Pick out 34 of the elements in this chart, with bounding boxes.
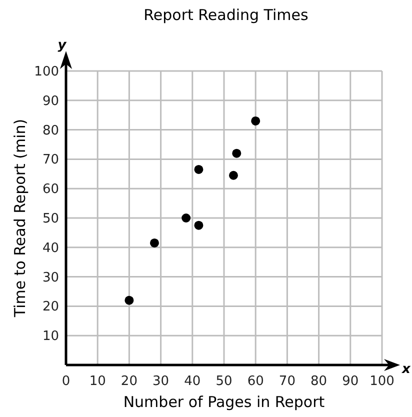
y-tick-label: 90 <box>42 94 59 109</box>
x-tick-label: 70 <box>278 374 296 389</box>
x-tick-label: 10 <box>89 374 106 389</box>
point <box>232 148 242 158</box>
y-axis-title: Time to Read Report (min) <box>11 118 29 318</box>
y-tick-label: 30 <box>42 270 59 286</box>
chart-title: Report Reading Times <box>144 6 309 24</box>
x-tick-label: 50 <box>216 374 232 389</box>
text: x <box>401 362 411 377</box>
y-tick-label: 10 <box>42 329 59 344</box>
y-tick-label: 80 <box>42 123 59 138</box>
point <box>194 164 204 174</box>
x-tick-label: 0 <box>62 374 70 389</box>
point <box>251 116 260 126</box>
point <box>194 220 204 230</box>
x-tick-label: 90 <box>342 374 359 389</box>
x-tick-label: 30 <box>152 374 170 389</box>
y-tick-label: 70 <box>42 152 59 168</box>
text: y <box>58 38 67 53</box>
x-tick-label: 20 <box>120 374 138 389</box>
point <box>150 238 159 248</box>
y-tick-label: 100 <box>34 64 59 80</box>
point <box>182 214 191 222</box>
x-tick-label: 40 <box>184 374 201 389</box>
x-tick-label: 60 <box>247 374 264 389</box>
x-tick-label: 80 <box>310 374 328 389</box>
point <box>124 296 134 305</box>
x-axis-title: Number of Pages in Report <box>123 393 325 411</box>
y-tick-label: 40 <box>42 240 59 256</box>
y-tick-label: 50 <box>42 212 59 226</box>
y-tick-label: 60 <box>42 182 59 198</box>
x-tick-label: 100 <box>370 374 394 389</box>
point <box>228 170 238 180</box>
y-tick-label: 20 <box>42 300 59 315</box>
